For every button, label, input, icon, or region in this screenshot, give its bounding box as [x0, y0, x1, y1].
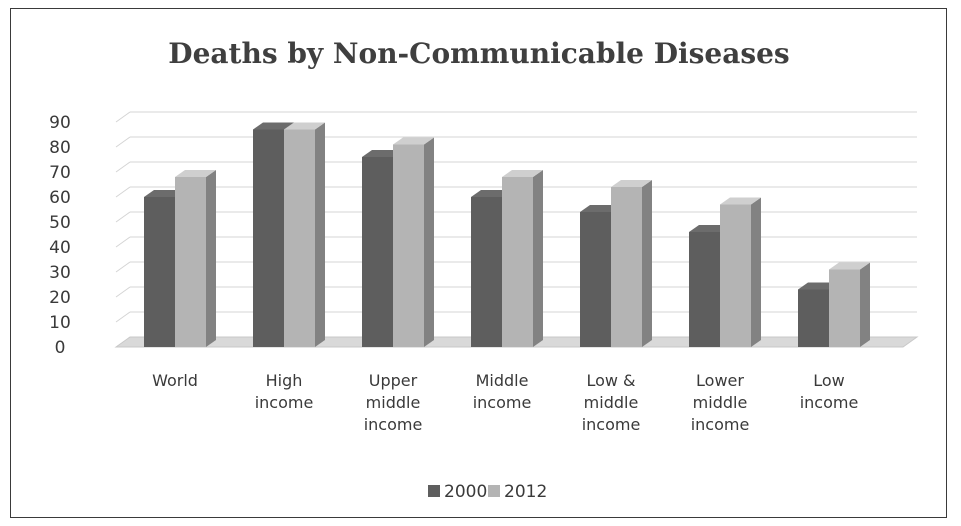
bar [284, 122, 325, 347]
bar-front [284, 129, 315, 347]
bar-top [580, 205, 621, 212]
bar-side [206, 170, 216, 347]
gridline-diag [115, 136, 131, 148]
bar-side [424, 137, 434, 347]
bar-front [580, 212, 611, 347]
y-tick-label: 20 [49, 288, 71, 308]
gridline-diag [115, 311, 131, 323]
bar [829, 262, 870, 347]
bar [393, 137, 434, 347]
legend-item: 2012 [488, 482, 547, 502]
category-label-line: World [152, 371, 198, 390]
gridline-diag [115, 286, 131, 298]
y-tick-label: 40 [49, 238, 71, 258]
category-label-line: Low [813, 371, 845, 390]
category-label-line: income [473, 393, 532, 412]
bar [720, 197, 761, 347]
category-label: Lower middle income [691, 371, 750, 434]
y-tick-label: 60 [49, 188, 71, 208]
category-label-line: income [255, 393, 314, 412]
chart-title: Deaths by Non-Communicable Diseases [168, 37, 789, 70]
bar-side [751, 197, 761, 347]
bar-top [253, 122, 294, 130]
bar-front [175, 177, 206, 347]
bar-front [502, 177, 533, 347]
category-label-line: middle [366, 393, 421, 412]
bar-front [253, 129, 284, 347]
gridline-diag [115, 111, 131, 123]
bar-side [642, 180, 652, 347]
legend-label: 2012 [504, 482, 547, 502]
bar-top [798, 282, 839, 290]
category-label-line: Lower [696, 371, 744, 390]
y-axis-ticks: 0 10 20 30 40 50 60 70 80 90 [49, 113, 71, 358]
category-label: High income [255, 371, 314, 412]
legend-swatch [428, 485, 440, 497]
bar-front [611, 187, 642, 347]
category-label-line: middle [584, 393, 639, 412]
bar-top [284, 122, 325, 130]
bar-top [689, 225, 730, 232]
bar-front [393, 144, 424, 347]
bar-top [471, 190, 512, 197]
category-label-line: income [582, 415, 641, 434]
bar-top [175, 170, 216, 177]
y-tick-label: 90 [49, 113, 71, 133]
category-label-line: income [364, 415, 423, 434]
bars [144, 122, 870, 347]
category-label-line: income [691, 415, 750, 434]
bar-top [393, 137, 434, 145]
chart-frame: Deaths by Non-Communicable Diseases 0 10 2… [10, 8, 947, 518]
chart-canvas: Deaths by Non-Communicable Diseases 0 10 2… [49, 37, 919, 502]
legend-item: 2000 [428, 482, 487, 502]
x-axis-categories: World High income Upper middle income Middle in… [152, 371, 858, 434]
bar-front [689, 232, 720, 347]
legend-swatch [488, 485, 500, 497]
bar-side [315, 122, 325, 347]
gridline-diag [115, 236, 131, 248]
category-label: World [152, 371, 198, 390]
gridline-diag [115, 261, 131, 273]
category-label-line: income [800, 393, 859, 412]
y-tick-label: 0 [55, 338, 66, 358]
bar-top [362, 150, 403, 157]
y-tick-label: 30 [49, 263, 71, 283]
bar-top [502, 170, 543, 177]
y-tick-label: 50 [49, 213, 71, 233]
bar-side [533, 170, 543, 347]
legend-label: 2000 [444, 482, 487, 502]
bar-front [798, 289, 829, 347]
category-label: Upper middle income [364, 371, 423, 434]
bar-top [829, 262, 870, 270]
y-tick-label: 80 [49, 138, 71, 158]
category-label-line: Upper [369, 371, 418, 390]
gridline-diag [115, 211, 131, 223]
y-tick-label: 70 [49, 163, 71, 183]
gridline-diag [115, 161, 131, 173]
y-tick-label: 10 [49, 313, 71, 333]
bar [175, 170, 216, 347]
bar-front [720, 204, 751, 347]
category-label-line: Low & [586, 371, 635, 390]
gridline-diag [115, 186, 131, 198]
category-label-line: Middle [476, 371, 529, 390]
bar-top [720, 197, 761, 205]
bar-top [611, 180, 652, 187]
legend: 2000 2012 [428, 482, 547, 502]
bar-side [860, 262, 870, 347]
bar-front [362, 157, 393, 347]
bar [502, 170, 543, 347]
category-label: Low income [800, 371, 859, 412]
bar-front [144, 197, 175, 347]
category-label: Low & middle income [582, 371, 641, 434]
bar [611, 180, 652, 347]
category-label-line: High [266, 371, 303, 390]
category-label-line: middle [693, 393, 748, 412]
bar-top [144, 190, 185, 197]
bar-front [471, 197, 502, 347]
bar-front [829, 269, 860, 347]
category-label: Middle income [473, 371, 532, 412]
